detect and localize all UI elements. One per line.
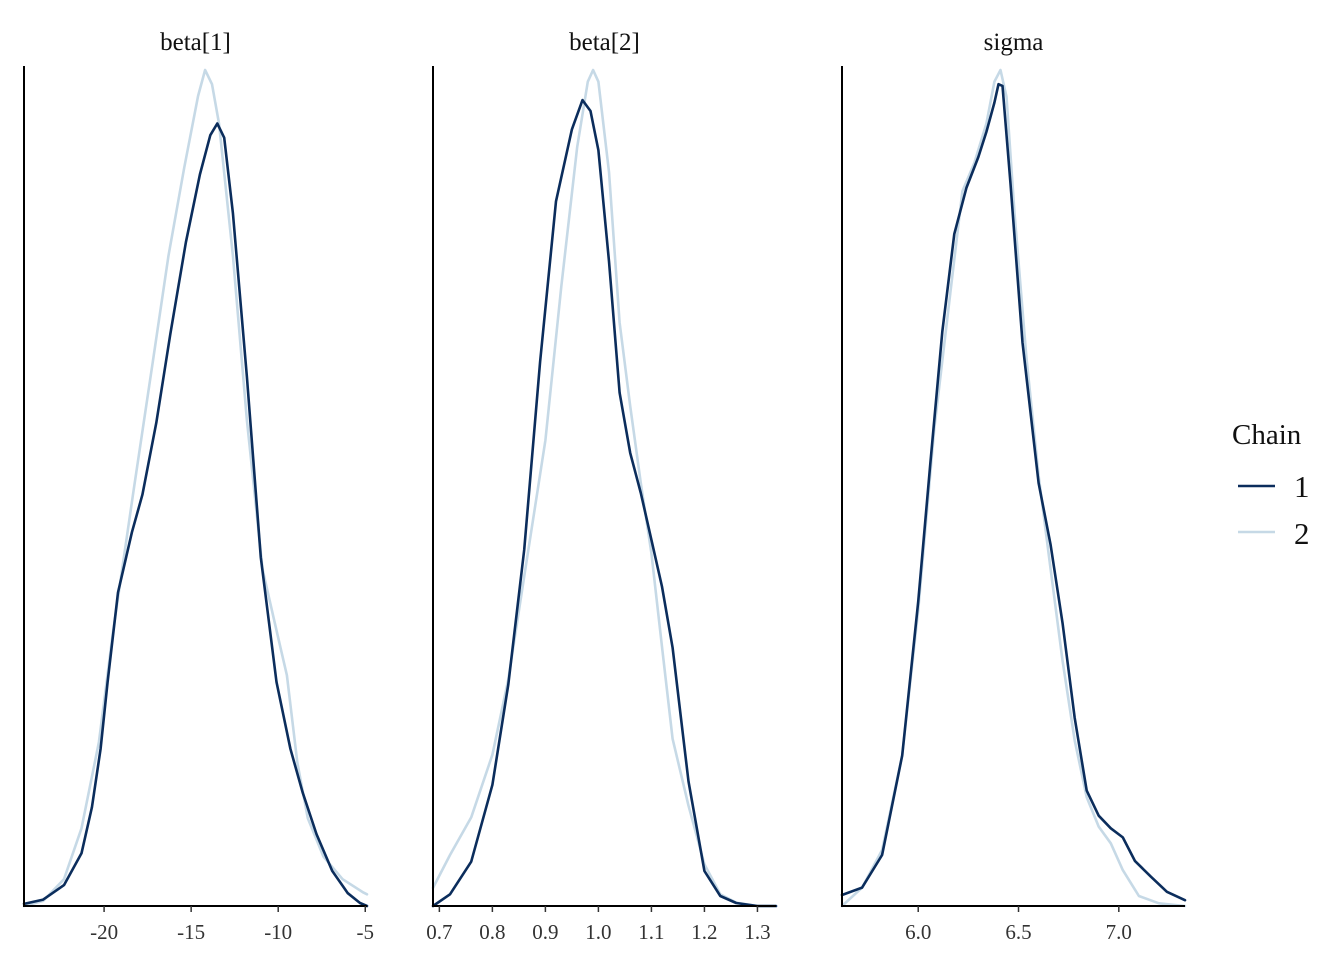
x-tick-label: 0.8: [479, 920, 505, 944]
x-tick-label: -15: [177, 920, 205, 944]
x-tick-label: 0.7: [426, 920, 452, 944]
facet-panel-1: beta[1] -20 -15 -10 -5: [22, 29, 375, 944]
density-line-chain-1: [431, 98, 778, 908]
legend-title: Chain: [1232, 419, 1302, 451]
facet-panel-3: sigma 6.0 6.5 7.0: [840, 29, 1187, 944]
density-line-chain-1: [840, 82, 1187, 902]
x-tick-label: 1.3: [744, 920, 770, 944]
density-line-chain-2: [431, 68, 778, 908]
legend-label-chain-2: 2: [1294, 516, 1310, 551]
density-line-chain-2: [840, 68, 1187, 908]
facet-title: beta[1]: [160, 29, 231, 56]
legend-label-chain-1: 1: [1294, 469, 1310, 504]
x-tick-label: 1.2: [691, 920, 717, 944]
x-tick-label: -10: [264, 920, 292, 944]
density-line-chain-1: [22, 122, 369, 908]
x-tick-label: 1.0: [585, 920, 611, 944]
x-tick-label: 1.1: [638, 920, 664, 944]
x-tick-label: 7.0: [1106, 920, 1132, 944]
x-tick-label: 6.0: [905, 920, 931, 944]
facet-title: sigma: [984, 29, 1044, 56]
density-line-chain-2: [22, 68, 369, 908]
legend: Chain 1 2: [1232, 419, 1310, 551]
x-tick-label: -20: [90, 920, 118, 944]
facet-panels: beta[1] -20 -15 -10 -5 beta[2] 0.7 0.8 0.9 1.0 1.1…: [22, 29, 1187, 944]
x-tick-label: 0.9: [532, 920, 558, 944]
facet-panel-2: beta[2] 0.7 0.8 0.9 1.0 1.1 1.2 1.3: [426, 29, 778, 944]
x-tick-label: -5: [357, 920, 375, 944]
facet-title: beta[2]: [569, 29, 640, 56]
x-tick-label: 6.5: [1005, 920, 1031, 944]
